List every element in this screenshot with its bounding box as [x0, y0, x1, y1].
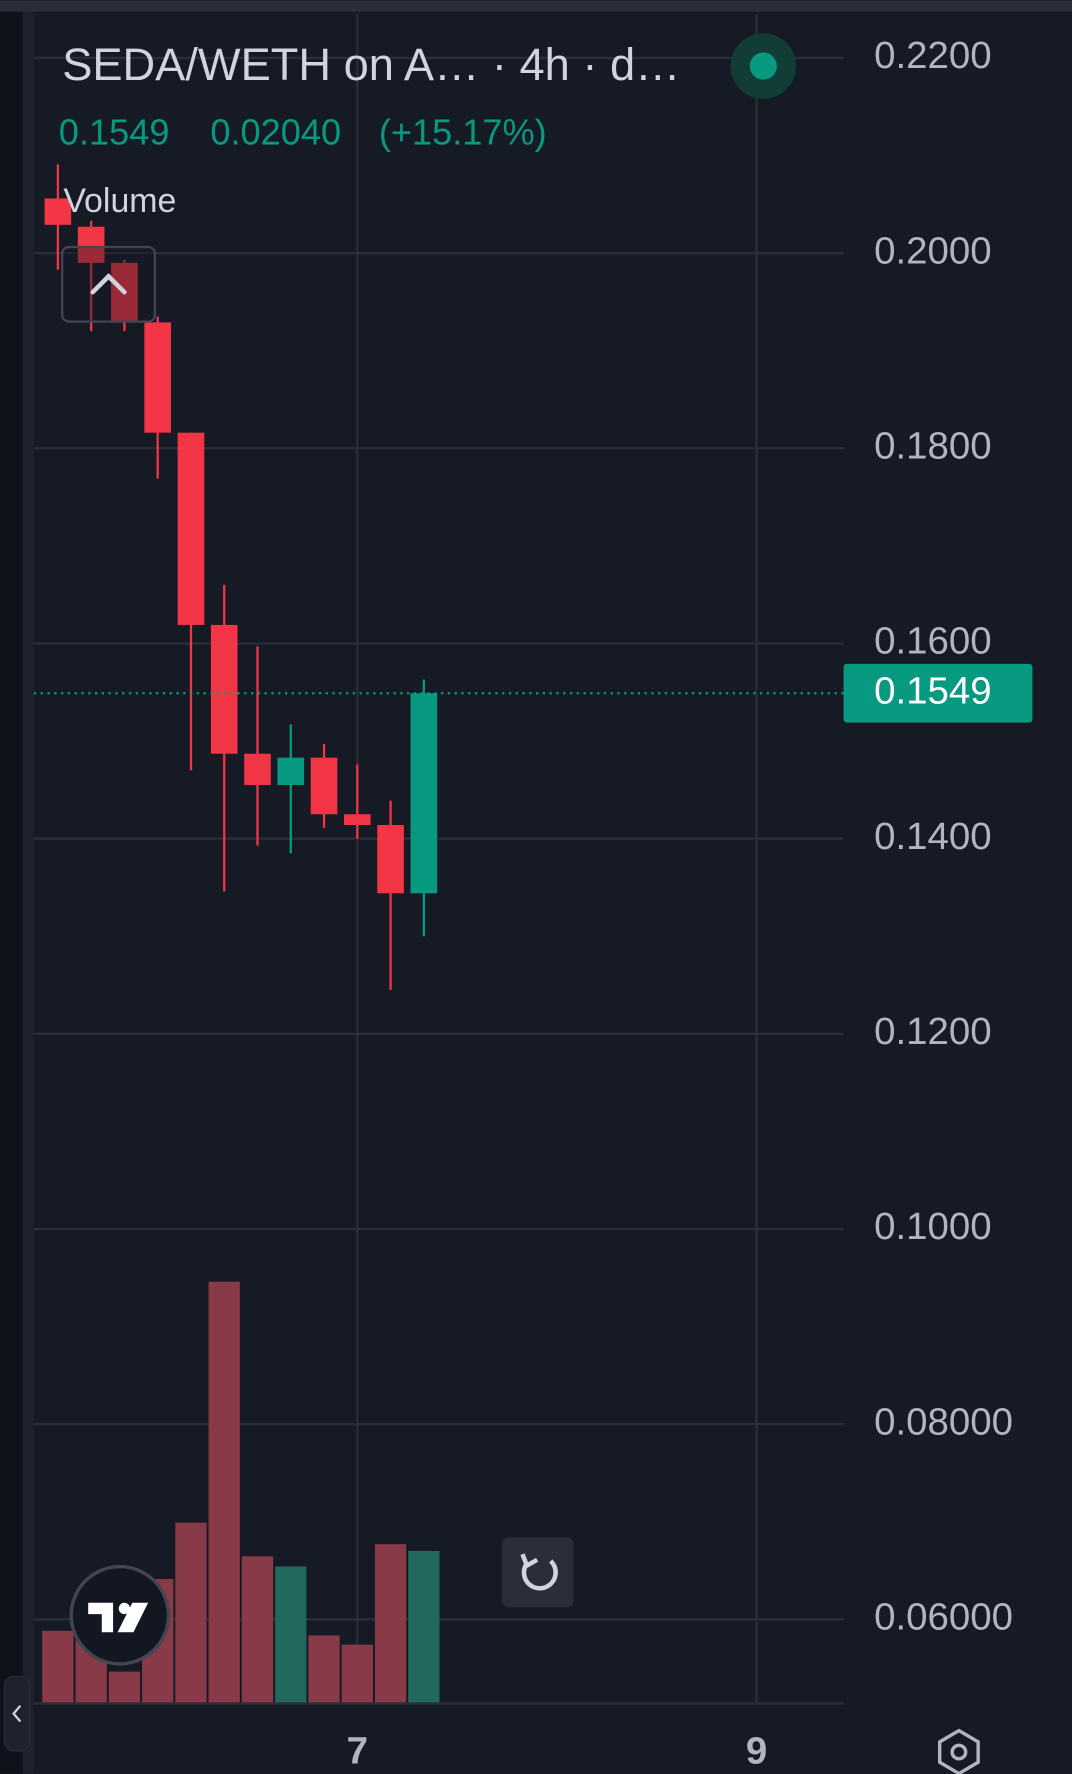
- chart-title: SEDA/WETH on A… · 4h · d…: [62, 39, 680, 90]
- reset-button[interactable]: [502, 1537, 574, 1608]
- y-tick-label: 0.2000: [874, 229, 992, 272]
- legend-change-percent: (+15.17%): [379, 112, 547, 153]
- y-tick-label: 0.1600: [874, 620, 992, 663]
- volume-bar: [275, 1566, 307, 1703]
- chevron-up-icon: [90, 273, 127, 295]
- volume-bar: [308, 1635, 340, 1703]
- left-panel: [0, 11, 23, 1774]
- logo-button[interactable]: [69, 1564, 171, 1666]
- collapse-button[interactable]: [61, 245, 157, 323]
- logo-dot: [118, 1602, 131, 1615]
- candle-body: [144, 322, 171, 433]
- y-tick-label: 0.08000: [874, 1400, 1013, 1443]
- settings-icon-center: [950, 1743, 968, 1761]
- volume-bar: [374, 1544, 407, 1703]
- overlay: SEDA/WETH on A… · 4h · d… 0.1549 0.02040…: [3, 33, 1033, 1774]
- candle-body: [210, 624, 238, 754]
- volume-bar: [241, 1556, 274, 1703]
- y-tick-label: 0.06000: [874, 1596, 1013, 1639]
- volume-bar: [108, 1671, 141, 1703]
- y-tick-label: 0.1200: [874, 1010, 992, 1053]
- candle-body: [77, 226, 105, 263]
- candle-body: [310, 757, 338, 815]
- volume-bar: [42, 1630, 74, 1703]
- side-tab-icon: [12, 1704, 22, 1723]
- candle-body: [343, 814, 371, 825]
- reset-icon: [521, 1559, 558, 1591]
- last-price-box: [843, 663, 1033, 723]
- candles-layer: [33, 164, 844, 990]
- left-panel-border: [22, 11, 34, 1774]
- top-border: [0, 0, 1072, 12]
- candle-body: [44, 198, 72, 225]
- x-tick-label: 9: [746, 1729, 767, 1772]
- y-tick-label: 0.1400: [874, 815, 992, 858]
- status-dot: [749, 52, 777, 80]
- side-tab[interactable]: [3, 1675, 30, 1752]
- candle-body: [410, 693, 438, 894]
- legend-change: 0.02040: [210, 112, 341, 153]
- y-tick-label: 0.1000: [874, 1205, 992, 1248]
- candle-body: [244, 753, 271, 785]
- y-tick-label: 0.1800: [874, 424, 992, 467]
- volume-bar: [208, 1281, 240, 1703]
- volume-bar: [175, 1522, 207, 1703]
- candle-body: [177, 432, 205, 625]
- x-tick-label: 7: [347, 1729, 368, 1772]
- candle-body: [277, 757, 305, 785]
- logo-icon: [88, 1602, 149, 1633]
- legend-price: 0.1549: [59, 112, 170, 153]
- reset-icon-arrow: [520, 1553, 539, 1569]
- volume-bar: [408, 1550, 440, 1703]
- y-tick-label: 0.2200: [874, 34, 992, 77]
- last-price-label: 0.1549: [874, 669, 992, 712]
- volume-label: Volume: [63, 182, 176, 220]
- volume-bar: [341, 1644, 373, 1703]
- candle-body: [377, 824, 404, 894]
